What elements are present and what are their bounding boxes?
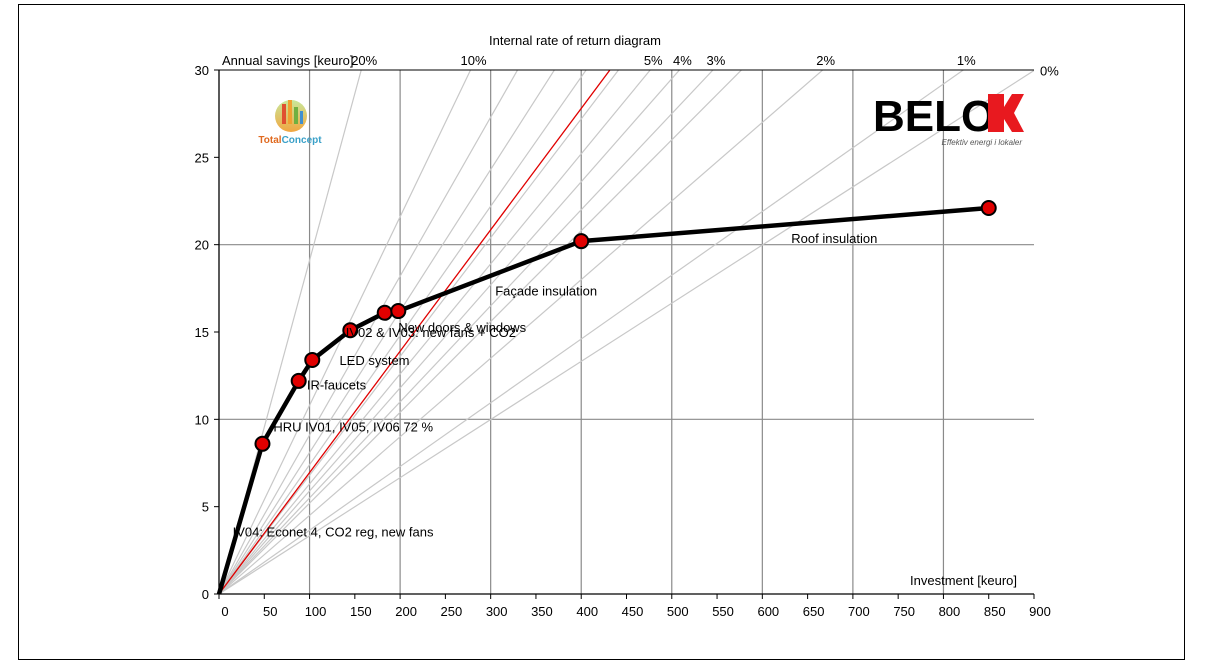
data-point-8 [980, 199, 997, 216]
y-tick-label-30: 30 [195, 63, 209, 78]
data-point-5 [376, 304, 393, 321]
irr-line-7 [219, 70, 681, 594]
irr-line-1 [219, 70, 472, 594]
point-label-1: HRU IV01, IV05, IV06 72 % [273, 420, 433, 435]
point-label-6: Façade insulation [495, 283, 597, 298]
irr-line-3 [219, 70, 556, 594]
chart-title: Internal rate of return diagram [489, 33, 661, 48]
irr-label-10: 2% [816, 53, 835, 68]
red-reference-line [219, 70, 611, 594]
x-tick-label-500: 500 [667, 604, 689, 619]
irr-label-1: 10% [461, 53, 487, 68]
irr-label-0: 20% [351, 53, 377, 68]
irr-line-11 [219, 70, 965, 594]
point-label-0: IV04: Econet 4, CO2 reg, new fans [233, 524, 434, 539]
data-points [254, 199, 997, 452]
irr-line-0 [219, 70, 362, 594]
x-tick-label-800: 800 [939, 604, 961, 619]
belok-logo: BELO Effektiv energi i lokaler [873, 92, 1024, 147]
irr-label-6: 5% [644, 53, 663, 68]
x-tick-label-300: 300 [486, 604, 508, 619]
irr-line-10 [219, 70, 824, 594]
x-tick-label-550: 550 [712, 604, 734, 619]
x-tick-label-250: 250 [441, 604, 463, 619]
x-tick-label-200: 200 [395, 604, 417, 619]
irr-line-6 [219, 70, 651, 594]
x-tick-label-450: 450 [622, 604, 644, 619]
x-tick-label-750: 750 [893, 604, 915, 619]
point-label-5: New doors & windows [398, 320, 526, 335]
y-tick-labels: 0 5 10 15 20 25 30 [195, 63, 219, 602]
irr-line-8 [219, 70, 714, 594]
irr-guide-lines [219, 70, 1034, 594]
data-point-6 [390, 303, 407, 320]
irr-label-12: 0% [1040, 64, 1059, 79]
irr-line-4 [219, 70, 587, 594]
irr-rate-labels: 20% 10% 5% 4% 3% 2% 1% 0% [351, 53, 1059, 79]
x-tick-label-0: 0 [221, 604, 228, 619]
figure-frame [18, 4, 1185, 660]
point-label-7: Roof insulation [791, 231, 877, 246]
point-labels: IV04: Econet 4, CO2 reg, new fans HRU IV0… [233, 231, 878, 539]
y-tick-label-10: 10 [195, 412, 209, 427]
irr-line-9 [219, 70, 743, 594]
y-axis-label: Annual savings [keuro] [222, 53, 354, 68]
totalconcept-wordmark: TotalConcept [258, 135, 322, 146]
point-label-3: LED system [339, 353, 409, 368]
y-tick-label-0: 0 [202, 587, 209, 602]
x-tick-labels: 0 50 100 150 200 250 300 350 400 450 500 550 600 650 7… [218, 594, 1051, 619]
y-tick-label-5: 5 [202, 500, 209, 515]
y-tick-label-25: 25 [195, 150, 209, 165]
red-line [219, 70, 611, 594]
y-tick-label-20: 20 [195, 238, 209, 253]
x-tick-label-900: 900 [1029, 604, 1051, 619]
x-tick-label-600: 600 [757, 604, 779, 619]
data-point-3 [304, 351, 321, 368]
totalconcept-logo: TotalConcept [258, 100, 322, 146]
irr-line-5 [219, 70, 620, 594]
x-tick-label-650: 650 [803, 604, 825, 619]
irr-label-8: 3% [707, 53, 726, 68]
data-point-1 [254, 435, 271, 452]
belok-tagline: Effektiv energi i lokaler [942, 138, 1023, 147]
y-tick-label-15: 15 [195, 325, 209, 340]
grid-lines [219, 70, 1034, 594]
x-tick-label-850: 850 [984, 604, 1006, 619]
point-label-4: IV02 & IV03: new fans + CO2 [346, 325, 516, 340]
irr-label-11: 1% [957, 53, 976, 68]
x-tick-label-150: 150 [350, 604, 372, 619]
x-tick-label-700: 700 [848, 604, 870, 619]
belok-wordmark: BELO [873, 92, 995, 141]
x-tick-label-350: 350 [531, 604, 553, 619]
x-tick-label-400: 400 [576, 604, 598, 619]
data-point-4 [342, 322, 359, 339]
data-point-7 [573, 233, 590, 250]
irr-line-2 [219, 70, 519, 594]
x-tick-label-50: 50 [263, 604, 277, 619]
x-axis-label: Investment [keuro] [910, 573, 1017, 588]
point-label-2: IR-faucets [307, 378, 367, 393]
irr-label-7: 4% [673, 53, 692, 68]
data-point-2 [290, 372, 307, 389]
irr-line-12 [219, 70, 1034, 594]
x-tick-label-100: 100 [305, 604, 327, 619]
